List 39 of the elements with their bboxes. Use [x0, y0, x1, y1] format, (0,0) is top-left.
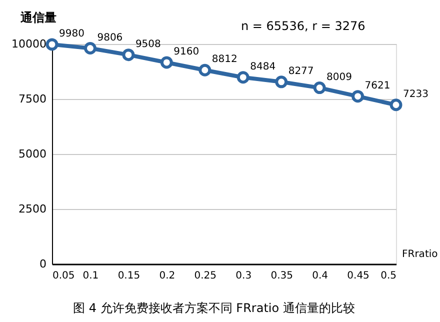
point [46, 38, 58, 51]
point [160, 56, 173, 69]
x-tick-label: 0.25 [194, 270, 217, 282]
data-label: 7233 [403, 88, 428, 100]
y-axis-title: 通信量 [20, 10, 56, 24]
y-tick-label: 2500 [18, 202, 46, 216]
point [84, 42, 96, 54]
data-label: 9980 [59, 28, 84, 40]
y-tick-label: 5000 [18, 148, 46, 160]
point [313, 82, 326, 94]
x-axis-title: FRratio [402, 249, 438, 260]
y-tick-label: 0 [40, 258, 46, 270]
x-tick-label: 0.45 [347, 270, 370, 282]
x-tick-label: 0.35 [270, 270, 293, 282]
data-label: 8484 [250, 61, 276, 72]
point [122, 48, 135, 62]
point [390, 98, 402, 112]
x-tick-label: 0.2 [159, 270, 176, 282]
point [275, 76, 288, 88]
point [236, 71, 250, 84]
data-label: 9508 [135, 38, 161, 50]
data-label: 9806 [97, 32, 123, 44]
x-tick-label: 0.05 [52, 270, 75, 282]
x-tick-label: 0.15 [118, 270, 140, 282]
point [352, 90, 364, 103]
chart-title: n = 65536, r = 3276 [240, 19, 366, 33]
x-tick-label: 0.3 [236, 270, 252, 282]
x-tick-label: 0.5 [380, 270, 396, 282]
data-label: 9160 [174, 46, 200, 58]
y-tick-label: 10000 [12, 38, 46, 50]
caption: 图 4 允许免费接收者方案不同 FRratio 通信量的比较 [73, 301, 355, 315]
x-tick-label: 0.1 [82, 270, 99, 282]
data-label: 7621 [364, 80, 390, 92]
data-label: 8009 [326, 72, 352, 83]
point [198, 64, 212, 76]
data-label: 8812 [212, 54, 238, 66]
y-tick-label: 7500 [18, 92, 46, 106]
data-label: 8277 [288, 66, 314, 77]
x-tick-label: 0.4 [312, 270, 328, 282]
